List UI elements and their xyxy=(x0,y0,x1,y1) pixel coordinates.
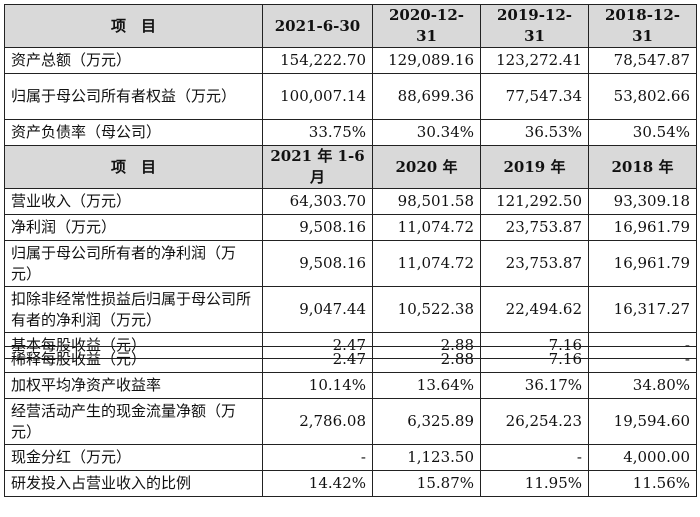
cell-value: 26,254.23 xyxy=(480,398,589,445)
row-label: 归属于母公司所有者的净利润（万元） xyxy=(4,240,263,287)
cell-value: 16,961.79 xyxy=(588,214,697,241)
cell-value: 98,501.58 xyxy=(372,188,481,215)
cell-value: 19,594.60 xyxy=(588,398,697,445)
table-row: 稀释每股收益（元） 2.47 2.88 7.16 - xyxy=(4,346,697,373)
cell-value: 78,547.87 xyxy=(588,47,697,74)
cell-value: 30.34% xyxy=(372,119,481,146)
row-label: 加权平均净资产收益率 xyxy=(4,372,263,399)
table-row: 净利润（万元） 9,508.16 11,074.72 23,753.87 16,… xyxy=(4,214,697,241)
row-label: 净利润（万元） xyxy=(4,214,263,241)
balance-header-row: 项 目 2021-6-30 2020-12-31 2019-12-31 2018… xyxy=(4,4,697,48)
cell-value: - xyxy=(480,444,589,471)
financial-table-top: 项 目 2021-6-30 2020-12-31 2019-12-31 2018… xyxy=(4,4,697,359)
cell-value: 23,753.87 xyxy=(480,214,589,241)
table-row: 资产负债率（母公司） 33.75% 30.34% 36.53% 30.54% xyxy=(4,119,697,146)
row-label: 资产总额（万元） xyxy=(4,47,263,74)
row-label: 研发投入占营业收入的比例 xyxy=(4,470,263,497)
cell-value: 93,309.18 xyxy=(588,188,697,215)
cell-value: 123,272.41 xyxy=(480,47,589,74)
header-cell: 2020 年 xyxy=(372,145,481,189)
cell-value: 36.17% xyxy=(480,372,589,399)
header-cell: 项 目 xyxy=(4,145,263,189)
row-label: 归属于母公司所有者权益（万元） xyxy=(4,73,263,120)
cell-value: 10.14% xyxy=(262,372,373,399)
cell-value: 11,074.72 xyxy=(372,240,481,287)
cell-value: 7.16 xyxy=(480,346,589,373)
header-cell: 2020-12-31 xyxy=(372,4,481,48)
table-row: 经营活动产生的现金流量净额（万元） 2,786.08 6,325.89 26,2… xyxy=(4,398,697,445)
cell-value: 9,508.16 xyxy=(262,240,373,287)
row-label: 资产负债率（母公司） xyxy=(4,119,263,146)
cell-value: 10,522.38 xyxy=(372,286,481,333)
row-label: 扣除非经常性损益后归属于母公司所有者的净利润（万元） xyxy=(4,286,263,333)
cell-value: 9,047.44 xyxy=(262,286,373,333)
cell-value: 121,292.50 xyxy=(480,188,589,215)
table-row: 营业收入（万元） 64,303.70 98,501.58 121,292.50 … xyxy=(4,188,697,215)
cell-value: 2,786.08 xyxy=(262,398,373,445)
cell-value: 53,802.66 xyxy=(588,73,697,120)
table-row: 扣除非经常性损益后归属于母公司所有者的净利润（万元） 9,047.44 10,5… xyxy=(4,286,697,333)
cell-value: 30.54% xyxy=(588,119,697,146)
cell-value: 33.75% xyxy=(262,119,373,146)
cell-value: 36.53% xyxy=(480,119,589,146)
header-cell: 2018-12-31 xyxy=(588,4,697,48)
cell-value: 129,089.16 xyxy=(372,47,481,74)
cell-value: 16,961.79 xyxy=(588,240,697,287)
row-label: 经营活动产生的现金流量净额（万元） xyxy=(4,398,263,445)
cell-value: 2.47 xyxy=(262,346,373,373)
cell-value: - xyxy=(588,346,697,373)
row-label: 现金分红（万元） xyxy=(4,444,263,471)
cell-value: 9,508.16 xyxy=(262,214,373,241)
cell-value: 154,222.70 xyxy=(262,47,373,74)
cell-value: 11,074.72 xyxy=(372,214,481,241)
table-row: 归属于母公司所有者的净利润（万元） 9,508.16 11,074.72 23,… xyxy=(4,240,697,287)
header-cell: 2021-6-30 xyxy=(262,4,373,48)
cell-value: 13.64% xyxy=(372,372,481,399)
cell-value: 100,007.14 xyxy=(262,73,373,120)
cell-value: 6,325.89 xyxy=(372,398,481,445)
income-header-row: 项 目 2021 年 1-6 月 2020 年 2019 年 2018 年 xyxy=(4,145,697,189)
cell-value: 34.80% xyxy=(588,372,697,399)
cell-value: 11.56% xyxy=(588,470,697,497)
cell-value: 4,000.00 xyxy=(588,444,697,471)
cell-value: 14.42% xyxy=(262,470,373,497)
header-cell: 项 目 xyxy=(4,4,263,48)
cell-value: 64,303.70 xyxy=(262,188,373,215)
cell-value: 22,494.62 xyxy=(480,286,589,333)
header-cell: 2019 年 xyxy=(480,145,589,189)
table-row: 加权平均净资产收益率 10.14% 13.64% 36.17% 34.80% xyxy=(4,372,697,399)
header-cell: 2018 年 xyxy=(588,145,697,189)
row-label: 营业收入（万元） xyxy=(4,188,263,215)
cell-value: 77,547.34 xyxy=(480,73,589,120)
financial-table-bottom: 稀释每股收益（元） 2.47 2.88 7.16 - 加权平均净资产收益率 10… xyxy=(4,346,697,497)
cell-value: 2.88 xyxy=(372,346,481,373)
table-row: 现金分红（万元） - 1,123.50 - 4,000.00 xyxy=(4,444,697,471)
cell-value: 88,699.36 xyxy=(372,73,481,120)
table-row: 资产总额（万元） 154,222.70 129,089.16 123,272.4… xyxy=(4,47,697,74)
cell-value: 11.95% xyxy=(480,470,589,497)
table-row: 归属于母公司所有者权益（万元） 100,007.14 88,699.36 77,… xyxy=(4,73,697,120)
table-row: 研发投入占营业收入的比例 14.42% 15.87% 11.95% 11.56% xyxy=(4,470,697,497)
row-label: 稀释每股收益（元） xyxy=(4,346,263,373)
cell-value: 16,317.27 xyxy=(588,286,697,333)
cell-value: 1,123.50 xyxy=(372,444,481,471)
header-cell: 2021 年 1-6 月 xyxy=(262,145,373,189)
header-cell: 2019-12-31 xyxy=(480,4,589,48)
cell-value: - xyxy=(262,444,373,471)
cell-value: 23,753.87 xyxy=(480,240,589,287)
cell-value: 15.87% xyxy=(372,470,481,497)
